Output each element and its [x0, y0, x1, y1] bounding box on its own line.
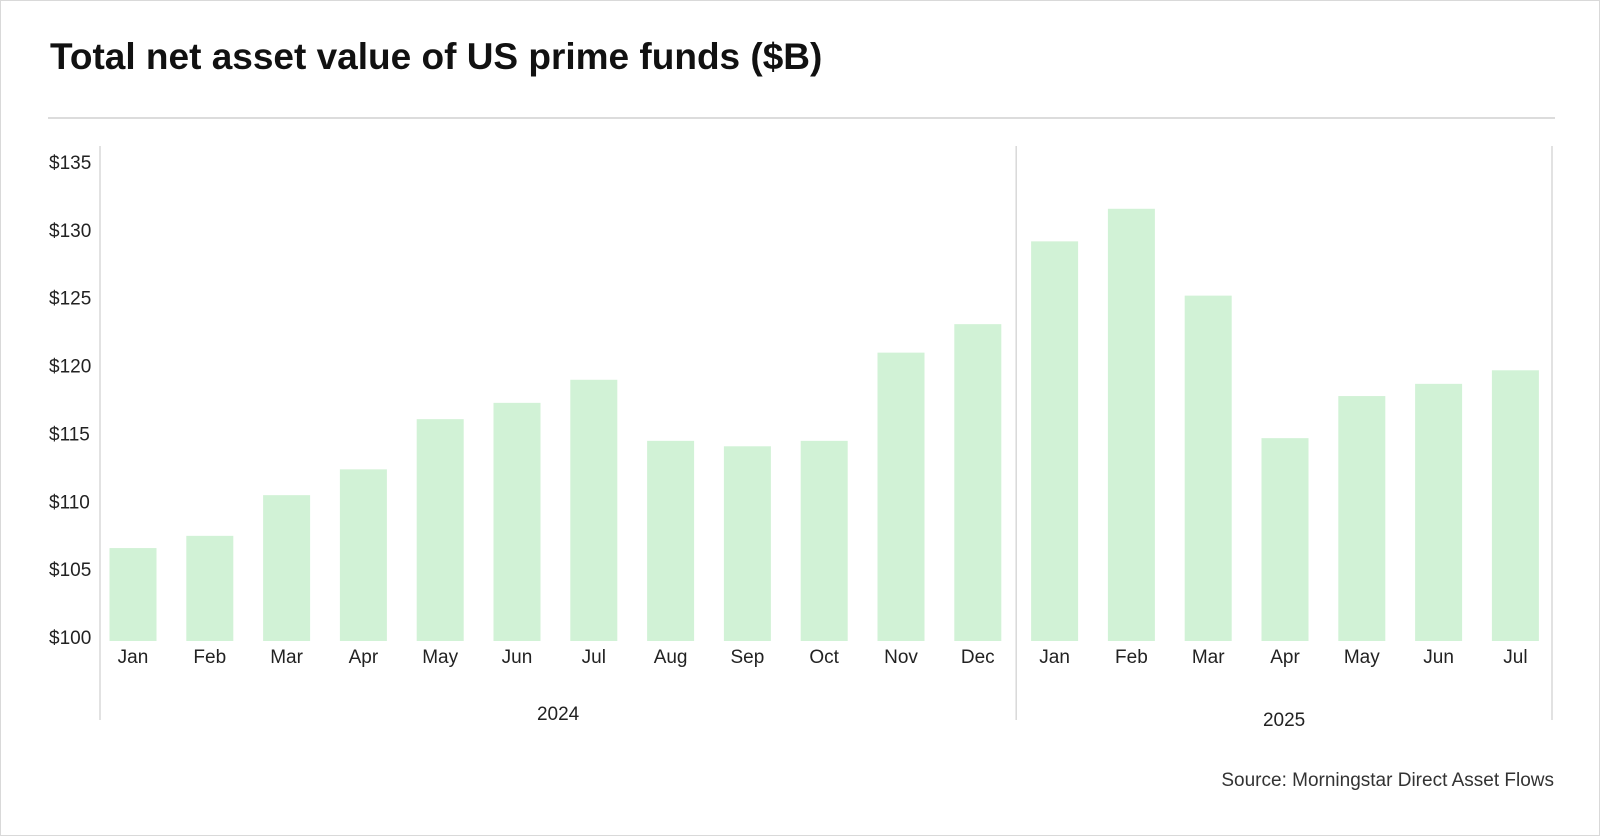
x-tick-label: Jun [502, 647, 533, 668]
y-tick-label: $135 [49, 153, 91, 174]
source-note: Source: Morningstar Direct Asset Flows [1221, 770, 1554, 791]
x-tick-label: Dec [961, 647, 995, 668]
bar-oct-9 [800, 440, 848, 641]
x-tick-label: May [422, 647, 458, 668]
x-tick-label: Jul [582, 647, 606, 668]
y-tick-label: $110 [49, 492, 90, 513]
x-tick-label: Feb [1115, 647, 1148, 668]
chart-title: Total net asset value of US prime funds … [50, 36, 823, 77]
bar-apr-3 [339, 469, 387, 641]
y-tick-label: $120 [49, 357, 91, 378]
group-label: 2025 [1263, 710, 1305, 731]
x-tick-label: Mar [1192, 647, 1225, 668]
x-tick-label: Aug [654, 647, 688, 668]
y-tick-label: $125 [49, 289, 91, 310]
x-tick-label: Nov [884, 647, 918, 668]
x-tick-label: Jun [1423, 647, 1454, 668]
x-tick-label: Apr [1270, 647, 1300, 668]
bar-dec-11 [954, 324, 1002, 641]
x-tick-label: Jan [118, 647, 149, 668]
bar-mar-2 [263, 495, 311, 641]
x-tick-label: Oct [809, 647, 839, 668]
bar-jan-12 [1031, 241, 1079, 641]
y-tick-label: $130 [49, 221, 91, 242]
y-tick-label: $105 [49, 560, 91, 581]
bar-feb-1 [186, 535, 234, 641]
bar-jan-0 [109, 548, 157, 641]
bar-apr-15 [1261, 438, 1309, 641]
bar-nov-10 [877, 352, 925, 641]
bar-aug-7 [647, 440, 695, 641]
bar-jun-5 [493, 402, 541, 641]
bar-may-4 [416, 419, 464, 641]
y-tick-label: $100 [49, 628, 91, 649]
x-tick-label: Mar [270, 647, 303, 668]
x-tick-label: Apr [349, 647, 379, 668]
bar-may-16 [1338, 396, 1386, 641]
bar-jun-17 [1415, 383, 1463, 641]
bar-jul-18 [1491, 370, 1539, 641]
title-divider [48, 117, 1555, 119]
bar-mar-14 [1184, 295, 1232, 641]
bar-jul-6 [570, 379, 618, 641]
x-tick-label: Jan [1039, 647, 1070, 668]
x-tick-label: Feb [193, 647, 226, 668]
x-tick-label: Jul [1503, 647, 1527, 668]
x-tick-label: Sep [730, 647, 764, 668]
x-tick-label: May [1344, 647, 1380, 668]
bar-feb-13 [1107, 208, 1155, 642]
group-label: 2024 [537, 704, 580, 725]
y-tick-label: $115 [49, 424, 90, 445]
bar-sep-8 [723, 446, 771, 641]
